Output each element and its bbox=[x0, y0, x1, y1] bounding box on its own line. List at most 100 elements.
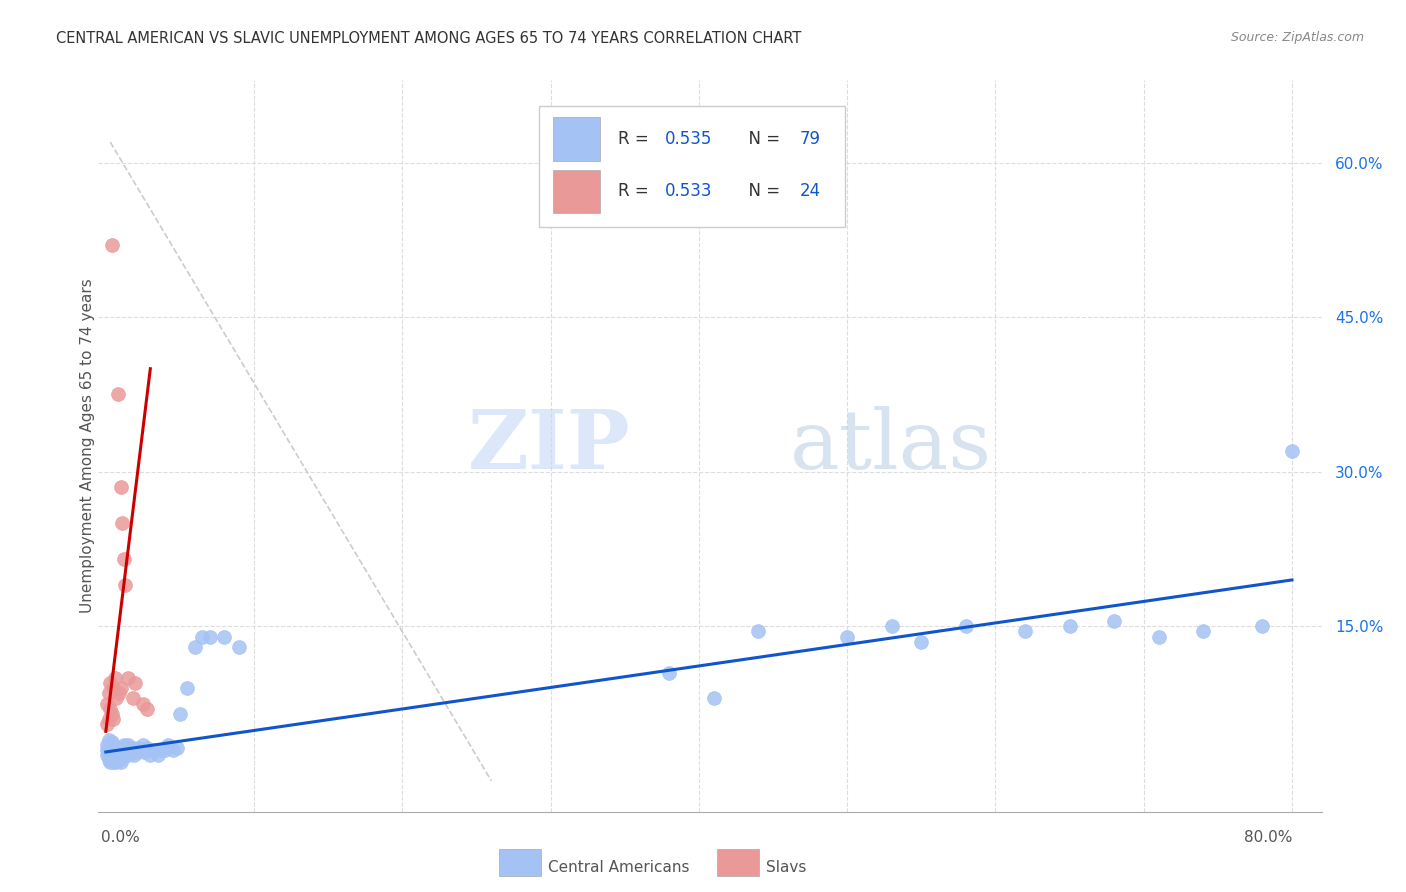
Text: Central Americans: Central Americans bbox=[548, 860, 690, 874]
Point bbox=[103, 681, 125, 695]
Text: atlas: atlas bbox=[790, 406, 991, 486]
Point bbox=[114, 578, 136, 592]
Point bbox=[97, 743, 120, 757]
Text: R =: R = bbox=[619, 130, 654, 148]
Point bbox=[1192, 624, 1215, 639]
Point bbox=[124, 743, 146, 757]
Point bbox=[96, 697, 118, 711]
Point bbox=[96, 738, 118, 752]
Point bbox=[103, 745, 125, 759]
FancyBboxPatch shape bbox=[554, 169, 600, 213]
Point bbox=[103, 751, 125, 765]
Point bbox=[97, 686, 120, 700]
Text: Slavs: Slavs bbox=[766, 860, 807, 874]
Point bbox=[129, 743, 152, 757]
Point bbox=[98, 756, 121, 770]
Point bbox=[105, 743, 128, 757]
Text: 80.0%: 80.0% bbox=[1244, 830, 1292, 846]
Text: Source: ZipAtlas.com: Source: ZipAtlas.com bbox=[1230, 31, 1364, 45]
Point bbox=[120, 745, 142, 759]
Text: N =: N = bbox=[738, 183, 786, 201]
Point bbox=[103, 738, 125, 752]
Point bbox=[1014, 624, 1036, 639]
Point bbox=[98, 740, 121, 755]
Point bbox=[162, 743, 184, 757]
Point bbox=[110, 756, 132, 770]
Point bbox=[837, 630, 859, 644]
Point bbox=[103, 756, 125, 770]
Point bbox=[97, 732, 120, 747]
Point bbox=[111, 740, 134, 755]
Point bbox=[105, 756, 128, 770]
Point bbox=[214, 630, 236, 644]
Point bbox=[146, 747, 169, 762]
Text: 0.0%: 0.0% bbox=[101, 830, 141, 846]
Point bbox=[153, 743, 176, 757]
Point bbox=[110, 480, 132, 494]
Point bbox=[136, 740, 159, 755]
Point bbox=[122, 747, 145, 762]
Point bbox=[117, 747, 139, 762]
Point bbox=[107, 745, 129, 759]
Point bbox=[107, 387, 129, 401]
Point bbox=[111, 516, 134, 531]
Point bbox=[134, 745, 156, 759]
Point bbox=[97, 753, 120, 767]
Point bbox=[198, 630, 221, 644]
Point bbox=[127, 740, 149, 755]
Point bbox=[658, 665, 681, 680]
Text: ZIP: ZIP bbox=[468, 406, 630, 486]
Point bbox=[191, 630, 214, 644]
Point bbox=[747, 624, 769, 639]
Point bbox=[105, 747, 128, 762]
Point bbox=[142, 743, 165, 757]
Point bbox=[115, 743, 138, 757]
Point bbox=[880, 619, 903, 633]
Point bbox=[1251, 619, 1274, 633]
Text: 79: 79 bbox=[800, 130, 820, 148]
Point bbox=[107, 751, 129, 765]
Text: 24: 24 bbox=[800, 183, 821, 201]
Point bbox=[110, 745, 132, 759]
Point bbox=[117, 671, 139, 685]
Point bbox=[139, 747, 162, 762]
Point bbox=[111, 751, 134, 765]
Point bbox=[104, 740, 127, 755]
Point bbox=[114, 745, 136, 759]
Point bbox=[108, 753, 131, 767]
Text: 0.533: 0.533 bbox=[665, 183, 713, 201]
Point bbox=[104, 671, 127, 685]
Point bbox=[1281, 444, 1303, 458]
Point bbox=[1059, 619, 1081, 633]
Point bbox=[176, 681, 198, 695]
Point bbox=[132, 697, 155, 711]
Point bbox=[1102, 614, 1125, 628]
Point bbox=[98, 745, 121, 759]
Point bbox=[124, 676, 146, 690]
Point bbox=[910, 634, 932, 648]
Y-axis label: Unemployment Among Ages 65 to 74 years: Unemployment Among Ages 65 to 74 years bbox=[80, 278, 94, 614]
Point bbox=[108, 747, 131, 762]
Point bbox=[149, 743, 172, 757]
Point bbox=[228, 640, 250, 654]
Point bbox=[104, 753, 127, 767]
Point bbox=[96, 717, 118, 731]
Point bbox=[166, 740, 188, 755]
Point bbox=[112, 747, 135, 762]
Point bbox=[100, 238, 122, 252]
Point bbox=[98, 676, 121, 690]
Point bbox=[98, 751, 121, 765]
Text: R =: R = bbox=[619, 183, 654, 201]
Point bbox=[955, 619, 977, 633]
Point bbox=[105, 691, 128, 706]
Point bbox=[169, 706, 191, 721]
Point bbox=[103, 712, 125, 726]
Point bbox=[157, 738, 180, 752]
Point bbox=[97, 747, 120, 762]
Point bbox=[100, 747, 122, 762]
Point bbox=[100, 734, 122, 748]
Point bbox=[97, 712, 120, 726]
Text: CENTRAL AMERICAN VS SLAVIC UNEMPLOYMENT AMONG AGES 65 TO 74 YEARS CORRELATION CH: CENTRAL AMERICAN VS SLAVIC UNEMPLOYMENT … bbox=[56, 31, 801, 46]
Point bbox=[125, 745, 148, 759]
FancyBboxPatch shape bbox=[538, 106, 845, 227]
